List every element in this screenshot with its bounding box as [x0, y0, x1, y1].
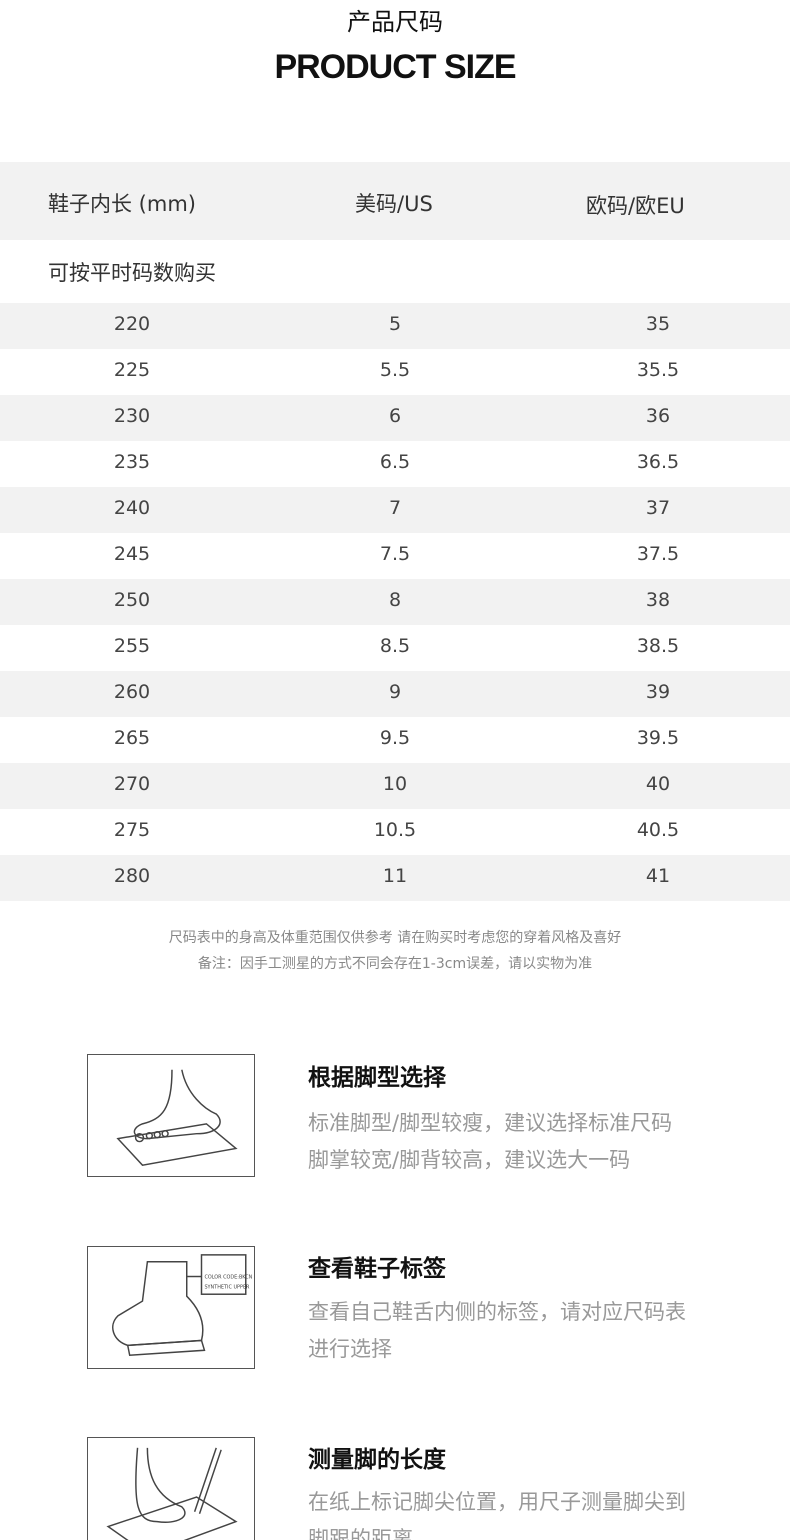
- cell-eu: 36.5: [636, 451, 680, 473]
- cell-length: 240: [113, 497, 151, 519]
- cell-us: 9.5: [379, 727, 411, 749]
- header-length: 鞋子内长 (mm): [48, 192, 196, 216]
- cell-length: 265: [113, 727, 151, 749]
- cell-us: 10.5: [373, 819, 417, 841]
- cell-eu: 40: [645, 773, 671, 795]
- cell-length: 255: [113, 635, 151, 657]
- table-note: 可按平时码数购买: [48, 261, 216, 285]
- table-row: 230 6 36: [0, 395, 790, 441]
- table-row: 275 10.5 40.5: [0, 809, 790, 855]
- shoe-label-icon: COLOR CODE:BKCN SYNTHETIC UPPER: [87, 1246, 255, 1369]
- table-row: 255 8.5 38.5: [0, 625, 790, 671]
- cell-us: 7.5: [379, 543, 411, 565]
- table-row: 245 7.5 37.5: [0, 533, 790, 579]
- foot-measure-icon: [87, 1437, 255, 1540]
- cell-us: 6: [388, 405, 402, 427]
- cell-us: 9: [388, 681, 402, 703]
- cell-length: 220: [113, 313, 151, 335]
- cell-us: 8.5: [379, 635, 411, 657]
- cell-length: 275: [113, 819, 151, 841]
- table-row: 220 5 35: [0, 303, 790, 349]
- footnote-1: 尺码表中的身高及体重范围仅供参考 请在购买时考虑您的穿着风格及喜好: [168, 930, 622, 946]
- tip-desc-2: 查看自己鞋舌内侧的标签，请对应尺码表 进行选择: [308, 1300, 686, 1361]
- footnote-2: 备注：因手工测星的方式不同会存在1-3cm误差，请以实物为准: [197, 956, 593, 972]
- cell-us: 8: [388, 589, 402, 611]
- table-header: 鞋子内长 (mm) 美码/US 欧码/欧EU: [0, 162, 790, 240]
- foot-on-paper-icon: [87, 1054, 255, 1177]
- header-us: 美码/US: [355, 192, 433, 216]
- table-row: 235 6.5 36.5: [0, 441, 790, 487]
- table-row: 260 9 39: [0, 671, 790, 717]
- cell-length: 280: [113, 865, 151, 887]
- cell-us: 5.5: [379, 359, 411, 381]
- cell-eu: 39.5: [636, 727, 680, 749]
- cell-us: 6.5: [379, 451, 411, 473]
- cell-eu: 39: [645, 681, 671, 703]
- cell-eu: 35.5: [636, 359, 680, 381]
- cell-eu: 35: [645, 313, 671, 335]
- cell-us: 5: [388, 313, 402, 335]
- cell-eu: 38: [645, 589, 671, 611]
- cell-length: 245: [113, 543, 151, 565]
- table-row: 270 10 40: [0, 763, 790, 809]
- svg-text:SYNTHETIC UPPER: SYNTHETIC UPPER: [204, 1284, 250, 1290]
- cell-us: 11: [382, 865, 408, 887]
- cell-length: 270: [113, 773, 151, 795]
- cell-length: 250: [113, 589, 151, 611]
- tip-title-2: 查看鞋子标签: [308, 1256, 446, 1282]
- table-row: 250 8 38: [0, 579, 790, 625]
- page-title-en: PRODUCT SIZE: [274, 48, 516, 86]
- table-row: 265 9.5 39.5: [0, 717, 790, 763]
- tip-desc-3: 在纸上标记脚尖位置，用尺子测量脚尖到 脚跟的距离: [308, 1490, 686, 1540]
- table-row: 225 5.5 35.5: [0, 349, 790, 395]
- cell-us: 10: [382, 773, 408, 795]
- tip-desc-1: 标准脚型/脚型较瘦，建议选择标准尺码 脚掌较宽/脚背较高，建议选大一码: [308, 1111, 673, 1172]
- tip-title-1: 根据脚型选择: [308, 1065, 446, 1091]
- table-row: 240 7 37: [0, 487, 790, 533]
- cell-us: 7: [388, 497, 402, 519]
- page-title-cn: 产品尺码: [347, 8, 443, 36]
- cell-length: 225: [113, 359, 151, 381]
- cell-length: 235: [113, 451, 151, 473]
- table-note-row: 可按平时码数购买: [0, 240, 790, 303]
- cell-eu: 36: [645, 405, 671, 427]
- cell-length: 230: [113, 405, 151, 427]
- cell-eu: 41: [645, 865, 671, 887]
- header-eu: 欧码/欧EU: [586, 194, 685, 218]
- cell-eu: 40.5: [636, 819, 680, 841]
- cell-eu: 37.5: [636, 543, 680, 565]
- svg-text:COLOR CODE:BKCN: COLOR CODE:BKCN: [204, 1274, 252, 1280]
- cell-length: 260: [113, 681, 151, 703]
- cell-eu: 37: [645, 497, 671, 519]
- cell-eu: 38.5: [636, 635, 680, 657]
- tip-title-3: 测量脚的长度: [308, 1447, 446, 1473]
- table-row: 280 11 41: [0, 855, 790, 901]
